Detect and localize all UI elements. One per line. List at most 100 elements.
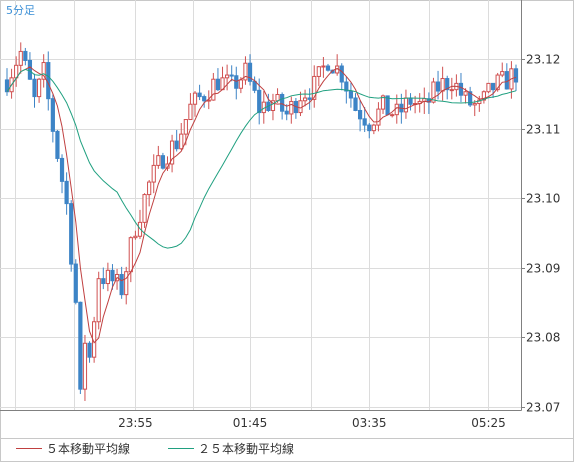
candle-down bbox=[197, 92, 202, 98]
candle-down bbox=[160, 155, 166, 169]
candle-up bbox=[371, 124, 376, 132]
candle-up bbox=[376, 108, 381, 126]
candle-up bbox=[390, 114, 395, 117]
ma25-line bbox=[6, 68, 517, 249]
candle-up bbox=[394, 103, 399, 116]
candle-up bbox=[156, 155, 161, 166]
candles bbox=[4, 42, 519, 401]
candle-down bbox=[445, 78, 450, 91]
candle-up bbox=[105, 269, 110, 285]
candle-up bbox=[169, 140, 175, 165]
moving-average-lines bbox=[6, 66, 517, 344]
y-tick-label: 23.07 bbox=[526, 401, 560, 415]
candle-up bbox=[463, 91, 468, 96]
candle-down bbox=[353, 97, 358, 111]
candle-up bbox=[472, 103, 477, 106]
candle-down bbox=[110, 269, 115, 282]
candle-down bbox=[367, 124, 372, 132]
candle-up bbox=[500, 71, 505, 76]
candle-up bbox=[238, 79, 243, 89]
candle-up bbox=[151, 164, 156, 183]
candle-up bbox=[225, 74, 230, 79]
candle-up bbox=[192, 92, 198, 105]
candle-up bbox=[289, 100, 294, 115]
candle-up bbox=[316, 66, 321, 77]
candle-up bbox=[142, 194, 147, 223]
x-tick-label: 01:45 bbox=[233, 416, 268, 430]
candle-down bbox=[50, 98, 55, 132]
candle-down bbox=[408, 97, 413, 105]
candle-down bbox=[78, 301, 83, 390]
candle-up bbox=[96, 278, 101, 323]
candle-up bbox=[302, 97, 308, 102]
candle-up bbox=[165, 163, 170, 169]
candle-up bbox=[18, 50, 23, 66]
candle-down bbox=[247, 62, 253, 82]
candle-down bbox=[174, 140, 179, 150]
candle-up bbox=[431, 81, 436, 103]
y-tick-label: 23.11 bbox=[526, 123, 560, 137]
candle-down bbox=[119, 273, 124, 296]
candle-up bbox=[403, 97, 409, 113]
legend: ５本移動平均線 ２５本移動平均線 bbox=[16, 441, 294, 456]
legend-label: ２５本移動平均線 bbox=[198, 441, 294, 456]
candle-down bbox=[357, 109, 363, 120]
candle-up bbox=[440, 78, 445, 92]
candle-up bbox=[481, 91, 487, 101]
candle-up bbox=[380, 95, 386, 110]
candle-down bbox=[64, 180, 69, 205]
candle-up bbox=[41, 62, 46, 80]
candle-down bbox=[307, 97, 312, 100]
candle-up bbox=[495, 74, 500, 91]
candle-down bbox=[280, 94, 285, 112]
candle-down bbox=[339, 65, 344, 83]
candle-down bbox=[202, 96, 207, 102]
candle-down bbox=[257, 89, 262, 114]
candle-up bbox=[124, 271, 129, 296]
candle-down bbox=[344, 81, 349, 92]
legend-label: ５本移動平均線 bbox=[46, 441, 130, 456]
candle-down bbox=[468, 91, 473, 106]
candle-down bbox=[32, 78, 37, 98]
y-tick-label: 23.10 bbox=[526, 192, 560, 206]
candle-up bbox=[147, 181, 152, 196]
candle-down bbox=[234, 75, 239, 89]
candle-down bbox=[504, 71, 509, 90]
y-tick-label: 23.08 bbox=[526, 331, 560, 345]
candle-down bbox=[513, 68, 519, 83]
candle-up bbox=[298, 100, 303, 114]
grid-lines bbox=[0, 0, 573, 439]
candle-up bbox=[486, 82, 491, 93]
candle-up bbox=[312, 75, 317, 100]
candle-down bbox=[27, 59, 33, 80]
x-tick-label: 05:25 bbox=[471, 416, 506, 430]
candle-down bbox=[215, 78, 221, 91]
y-axis-labels: 23.12 23.11 23.10 23.09 23.08 23.07 bbox=[526, 53, 560, 415]
candle-up bbox=[188, 103, 193, 121]
candle-down bbox=[348, 90, 354, 99]
candle-down bbox=[59, 157, 65, 182]
candle-down bbox=[325, 65, 331, 71]
candle-down bbox=[55, 130, 60, 159]
candle-down bbox=[23, 50, 28, 61]
candle-down bbox=[69, 203, 74, 265]
x-tick-label: 03:35 bbox=[352, 416, 387, 430]
candle-down bbox=[362, 118, 367, 126]
candle-down bbox=[73, 263, 78, 303]
x-tick-label: 23:55 bbox=[118, 416, 153, 430]
candle-down bbox=[229, 74, 234, 77]
candle-down bbox=[435, 81, 441, 92]
candle-up bbox=[36, 78, 42, 98]
candle-down bbox=[101, 278, 106, 285]
candle-up bbox=[449, 89, 454, 92]
candle-up bbox=[128, 237, 133, 273]
candle-up bbox=[183, 119, 188, 135]
y-tick-label: 23.12 bbox=[526, 53, 560, 67]
candle-down bbox=[490, 82, 496, 91]
candle-down bbox=[4, 79, 10, 93]
ma5-line bbox=[6, 66, 517, 344]
y-tick-label: 23.09 bbox=[526, 262, 560, 276]
candle-up bbox=[270, 100, 276, 111]
